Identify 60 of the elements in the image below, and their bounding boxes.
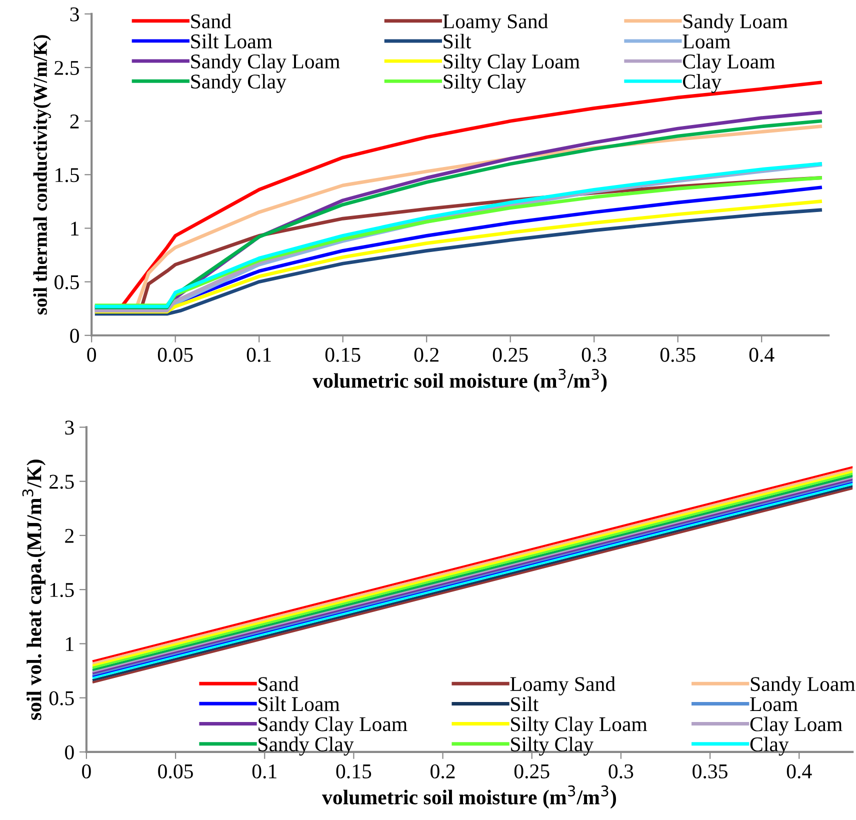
y-tick-label: 0.5 [49, 691, 74, 706]
legend-label: Silt Loam [258, 696, 340, 712]
y-tick-label: 1 [71, 222, 79, 236]
legend-label: Silty Clay Loam [444, 54, 580, 73]
y-tick-label: 0 [70, 328, 79, 343]
legend-label: Silt [511, 696, 539, 712]
legend-label: Sandy Clay [258, 736, 354, 756]
x-axis-title: volumetric soil moisture (m$^{3}$/m$^{3}$) [322, 785, 616, 809]
legend-label: Loam [750, 697, 798, 712]
y-tick-label: 2.5 [50, 474, 74, 489]
x-tick-label: 0.4 [749, 348, 774, 362]
x-tick-label: 0.35 [692, 764, 728, 778]
x-tick-label: 0.3 [608, 764, 634, 778]
legend-label: Silt [444, 34, 472, 48]
x-tick-label: 0.1 [252, 764, 276, 778]
legend-label: Sandy Clay [191, 74, 286, 93]
y-tick-label: 1.5 [56, 168, 79, 182]
x-tick-label: 0.25 [514, 764, 550, 778]
y-tick-label: 1.5 [50, 583, 74, 598]
legend-label: Clay [750, 736, 789, 756]
x-tick-label: 0.3 [582, 348, 606, 362]
y-tick-label: 2.5 [54, 60, 79, 76]
y-tick-label: 2 [70, 114, 79, 128]
y-tick-label: 0.5 [54, 275, 79, 290]
x-axis-title: volumetric soil moisture (m$^{3}$/m$^{3}$) [312, 368, 607, 392]
x-tick-label: 0.1 [246, 348, 271, 362]
y-tick-label: 3 [70, 7, 79, 22]
legend-label: Sand [258, 676, 299, 692]
y-tick-label: 3 [65, 420, 74, 435]
x-tick-label: 0.15 [336, 764, 372, 778]
x-tick-label: 0 [82, 764, 91, 778]
legend-label: Silty Clay Loam [511, 716, 648, 736]
x-tick-label: 0 [87, 348, 96, 362]
legend-label: Loamy Sand [442, 14, 548, 33]
x-tick-label: 0.25 [492, 348, 528, 362]
legend-label: Sandy Clay Loam [258, 716, 408, 736]
y-axis-title: soil thermal conductivity(W/m/K) [33, 35, 51, 314]
legend-label: Silt Loam [191, 34, 272, 48]
legend-label: Loamy Sand [510, 676, 616, 696]
x-tick-label: 0.35 [660, 348, 696, 362]
legend-label: Sandy Clay Loam [191, 54, 340, 73]
x-tick-label: 0.05 [158, 348, 193, 362]
y-tick-label: 1 [66, 637, 74, 651]
x-tick-label: 0.2 [430, 764, 455, 778]
legend-label: Sandy Loam [750, 676, 856, 696]
legend-label: Sand [191, 14, 232, 28]
legend-label: Clay Loam [683, 54, 775, 73]
legend-label: Clay Loam [750, 716, 842, 736]
legend-label: Sandy Loam [684, 14, 788, 33]
x-tick-label: 0.05 [158, 764, 193, 778]
y-tick-label: 0 [65, 745, 74, 760]
x-tick-label: 0.15 [325, 348, 360, 362]
legend-label: Silty Clay [444, 74, 526, 93]
y-tick-label: 2 [65, 528, 74, 543]
x-tick-label: 0.4 [786, 764, 812, 778]
y-axis-title: soil vol. heat capa.(MJ/m$^{3}$/K) [22, 460, 46, 720]
legend-label: Clay [683, 74, 722, 93]
legend-label: Silty Clay [511, 736, 594, 756]
legend-label: Loam [682, 34, 730, 48]
x-tick-label: 0.2 [414, 348, 438, 362]
